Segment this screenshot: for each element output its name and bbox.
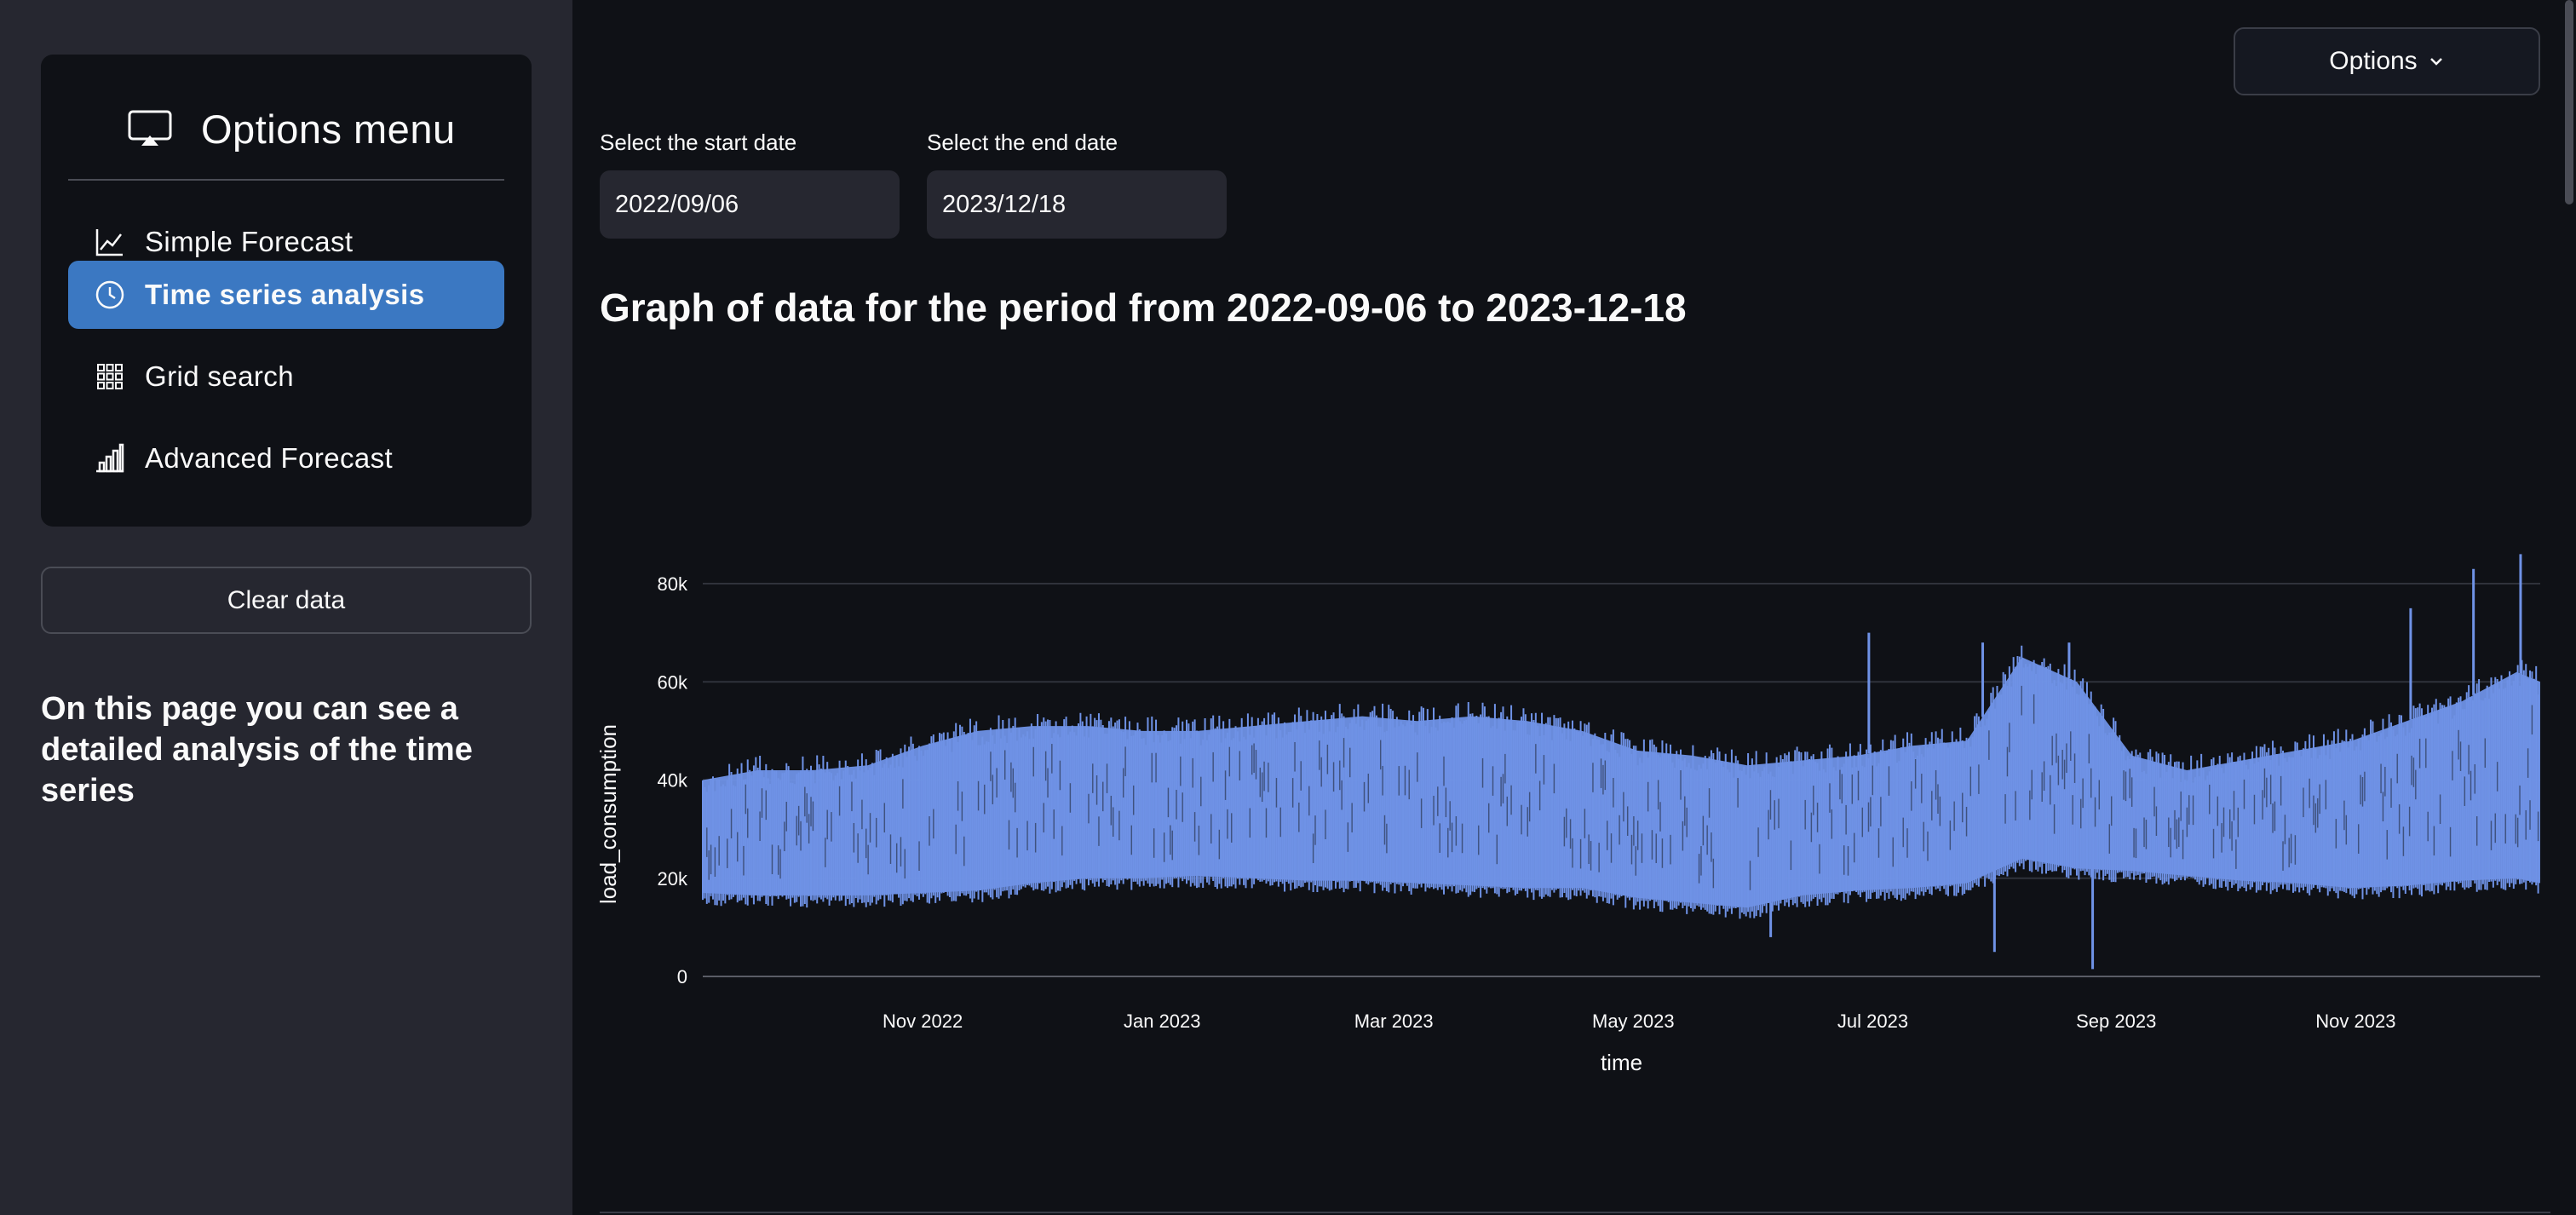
y-axis-ticks: 0 20k 40k 60k 80k — [658, 573, 688, 988]
sidebar-item-advanced-forecast[interactable]: Advanced Forecast — [68, 424, 504, 492]
start-date-input[interactable] — [600, 170, 900, 239]
options-menu-header: Options menu — [68, 78, 504, 181]
clock-icon — [95, 280, 124, 309]
x-axis-ticks: Nov 2022 Jan 2023 Mar 2023 May 2023 Jul 2023… — [883, 1011, 2395, 1032]
sidebar-item-label: Advanced Forecast — [145, 442, 394, 474]
y-tick-label: 20k — [658, 868, 688, 890]
sidebar-item-label: Time series analysis — [145, 279, 425, 310]
page-description: On this page you can see a detailed anal… — [41, 691, 473, 809]
y-axis-title: load_consumption — [595, 724, 621, 904]
x-tick-label: Sep 2023 — [2076, 1011, 2156, 1032]
chart-title: Graph of data for the period from 2022-0… — [600, 285, 1687, 330]
start-date-label: Select the start date — [600, 130, 797, 155]
grid-icon — [97, 364, 123, 389]
end-date-label: Select the end date — [927, 130, 1118, 155]
options-dropdown[interactable]: Options — [2234, 27, 2540, 95]
sidebar: Options menu Simple Forecast Time series… — [0, 0, 572, 1215]
x-axis-title: time — [1601, 1050, 1642, 1075]
line-chart-icon — [95, 229, 123, 256]
options-menu-title: Options menu — [201, 106, 456, 152]
x-tick-label: May 2023 — [1592, 1011, 1675, 1032]
load-consumption-chart[interactable]: 0 20k 40k 60k 80k Nov 2022 Jan 2023 Mar 2023 Ma… — [572, 0, 2566, 1108]
x-tick-label: Nov 2023 — [2315, 1011, 2395, 1032]
chevron-down-icon — [2429, 58, 2442, 66]
options-menu: Options menu Simple Forecast Time series… — [41, 55, 532, 527]
y-tick-label: 0 — [677, 966, 687, 988]
y-tick-label: 60k — [658, 671, 688, 693]
clear-data-button[interactable]: Clear data — [41, 567, 532, 634]
y-tick-label: 40k — [658, 770, 688, 792]
x-tick-label: Nov 2022 — [883, 1011, 963, 1032]
options-label: Options — [2329, 47, 2418, 75]
scrollbar[interactable] — [2565, 0, 2573, 204]
x-tick-label: Jul 2023 — [1837, 1011, 1908, 1032]
bar-chart-icon — [96, 443, 124, 473]
cast-icon — [128, 110, 172, 146]
divider — [600, 1212, 2550, 1213]
chart-series — [702, 554, 2540, 970]
sidebar-item-simple-forecast[interactable]: Simple Forecast — [68, 208, 504, 276]
sidebar-item-time-series-analysis[interactable]: Time series analysis — [68, 261, 504, 329]
sidebar-item-label: Simple Forecast — [145, 226, 354, 257]
end-date-input[interactable] — [927, 170, 1227, 239]
sidebar-item-label: Grid search — [145, 360, 294, 392]
x-tick-label: Jan 2023 — [1124, 1011, 1201, 1032]
y-tick-label: 80k — [658, 573, 688, 595]
x-tick-label: Mar 2023 — [1354, 1011, 1434, 1032]
main-content: Options Select the start date Select the… — [572, 0, 2576, 1215]
sidebar-item-grid-search[interactable]: Grid search — [68, 343, 504, 411]
